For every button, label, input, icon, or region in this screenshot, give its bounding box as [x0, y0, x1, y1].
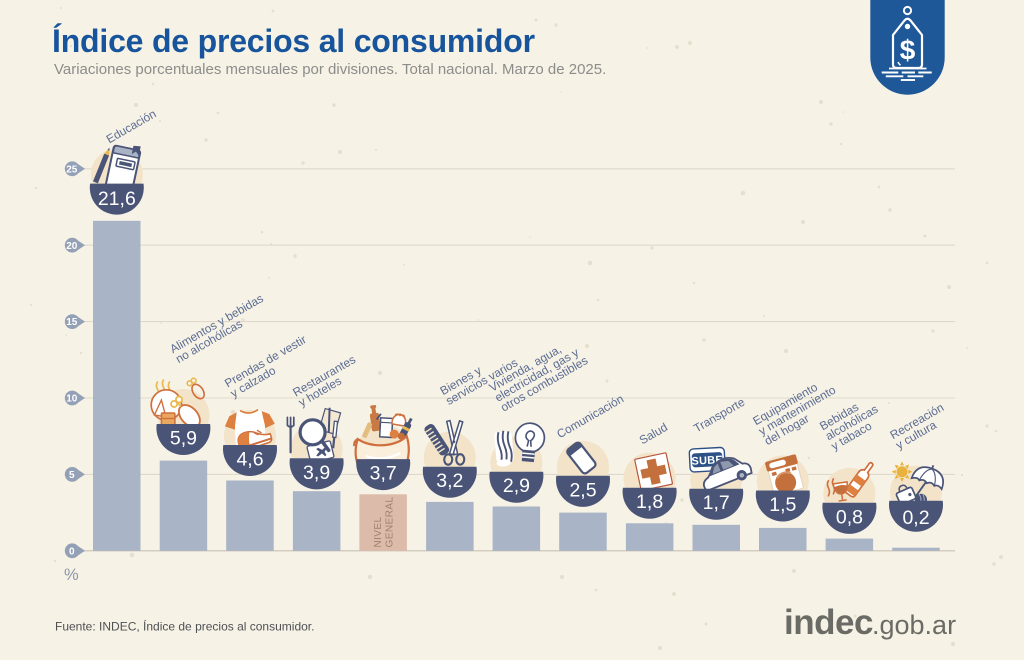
svg-text:2,5: 2,5: [569, 479, 596, 501]
svg-text:0,8: 0,8: [836, 506, 863, 528]
svg-text:5,9: 5,9: [170, 428, 197, 450]
svg-text:%: %: [64, 566, 79, 584]
svg-text:3,2: 3,2: [436, 470, 463, 492]
svg-text:20: 20: [66, 241, 78, 252]
svg-text:10: 10: [66, 394, 78, 405]
svg-text:4,6: 4,6: [236, 449, 263, 471]
svg-text:15: 15: [66, 317, 78, 328]
svg-text:21,6: 21,6: [98, 188, 136, 210]
svg-text:3,9: 3,9: [303, 462, 330, 484]
svg-text:3,7: 3,7: [370, 463, 397, 485]
svg-text:1,5: 1,5: [769, 494, 796, 516]
svg-text:2,9: 2,9: [503, 475, 530, 497]
svg-text:Índice de precios al consumido: Índice de precios al consumidor: [52, 23, 535, 59]
svg-text:1,7: 1,7: [703, 492, 730, 514]
svg-text:5: 5: [69, 470, 75, 481]
svg-text:$: $: [900, 35, 916, 66]
svg-text:1,8: 1,8: [636, 491, 663, 513]
svg-text:Fuente: INDEC, Índice de preci: Fuente: INDEC, Índice de precios al cons…: [55, 619, 314, 634]
svg-text:NIVEL: NIVEL: [373, 517, 384, 548]
svg-text:25: 25: [66, 164, 78, 175]
svg-text:0: 0: [69, 546, 75, 557]
svg-text:.gob.ar: .gob.ar: [872, 610, 956, 640]
svg-text:Variaciones porcentuales mensu: Variaciones porcentuales mensuales por d…: [54, 61, 606, 78]
svg-text:0,2: 0,2: [902, 507, 929, 529]
svg-text:GENERAL: GENERAL: [385, 497, 396, 548]
svg-text:indec: indec: [784, 603, 873, 642]
